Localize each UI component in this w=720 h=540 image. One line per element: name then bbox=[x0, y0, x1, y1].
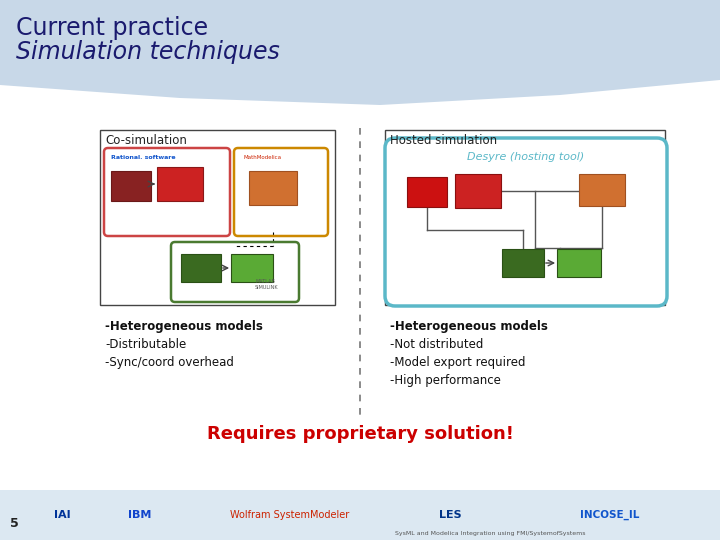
Text: Hosted simulation: Hosted simulation bbox=[390, 134, 497, 147]
Text: Co-simulation: Co-simulation bbox=[105, 134, 187, 147]
Text: SysML and Modelica Integration using FMI/SystemofSystems: SysML and Modelica Integration using FMI… bbox=[395, 531, 585, 536]
Text: LES: LES bbox=[438, 510, 462, 520]
FancyBboxPatch shape bbox=[0, 490, 720, 540]
Text: Wolfram SystemModeler: Wolfram SystemModeler bbox=[230, 510, 350, 520]
Text: INCOSE_IL: INCOSE_IL bbox=[580, 510, 639, 520]
Text: -Model export required: -Model export required bbox=[390, 356, 526, 369]
Text: -Heterogeneous models: -Heterogeneous models bbox=[105, 320, 263, 333]
FancyBboxPatch shape bbox=[231, 254, 273, 282]
Text: IBM: IBM bbox=[128, 510, 152, 520]
FancyBboxPatch shape bbox=[157, 167, 203, 201]
FancyBboxPatch shape bbox=[557, 249, 601, 277]
Text: MATLAB
SIMULINK: MATLAB SIMULINK bbox=[255, 279, 279, 290]
Text: Current practice: Current practice bbox=[16, 16, 208, 40]
FancyBboxPatch shape bbox=[455, 174, 501, 208]
Text: IAI: IAI bbox=[54, 510, 71, 520]
Text: 5: 5 bbox=[10, 517, 19, 530]
Text: -Not distributed: -Not distributed bbox=[390, 338, 483, 351]
FancyBboxPatch shape bbox=[502, 249, 544, 277]
FancyBboxPatch shape bbox=[407, 177, 447, 207]
FancyBboxPatch shape bbox=[181, 254, 221, 282]
FancyBboxPatch shape bbox=[579, 174, 625, 206]
FancyBboxPatch shape bbox=[385, 138, 667, 306]
Text: MathModelica: MathModelica bbox=[243, 155, 281, 160]
FancyBboxPatch shape bbox=[100, 130, 335, 305]
FancyBboxPatch shape bbox=[249, 171, 297, 205]
Text: Rational. software: Rational. software bbox=[111, 155, 176, 160]
Text: -Heterogeneous models: -Heterogeneous models bbox=[390, 320, 548, 333]
Text: Desyre (hosting tool): Desyre (hosting tool) bbox=[467, 152, 585, 162]
Text: -Distributable: -Distributable bbox=[105, 338, 186, 351]
Text: Simulation techniques: Simulation techniques bbox=[16, 40, 280, 64]
Text: -High performance: -High performance bbox=[390, 374, 501, 387]
FancyBboxPatch shape bbox=[111, 171, 151, 201]
Text: Requires proprietary solution!: Requires proprietary solution! bbox=[207, 425, 513, 443]
Polygon shape bbox=[0, 0, 720, 105]
FancyBboxPatch shape bbox=[385, 130, 665, 305]
Text: -Sync/coord overhead: -Sync/coord overhead bbox=[105, 356, 234, 369]
